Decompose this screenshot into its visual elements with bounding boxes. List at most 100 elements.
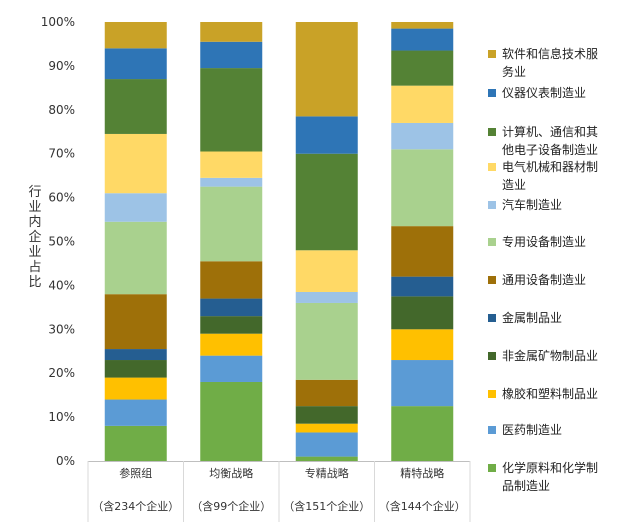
bar-segment	[391, 50, 454, 86]
bar-segment	[391, 406, 454, 461]
y-axis-label: 行业内企业占比	[28, 185, 41, 290]
legend-item: 专用设备制造业	[488, 234, 586, 249]
bar-segment	[295, 250, 358, 292]
legend-item: 金属制品业	[488, 310, 562, 325]
legend-label: 非金属矿物制品业	[502, 348, 598, 363]
bar-segment	[104, 399, 167, 426]
x-tick-sublabel: （含234个企业）	[92, 499, 179, 513]
bar-segment	[104, 193, 167, 222]
bar-segment	[200, 41, 263, 69]
bar-segment	[104, 221, 167, 295]
y-tick-label: 50%	[48, 235, 75, 249]
legend-swatch	[488, 163, 496, 171]
legend-label: 医药制造业	[502, 423, 562, 437]
bar-segment	[200, 186, 263, 262]
legend-label-line: 汽车制造业	[502, 197, 562, 212]
bar-segment	[104, 48, 167, 80]
legend-item: 通用设备制造业	[488, 273, 586, 287]
bar-segment	[200, 298, 263, 317]
legend-item: 化学原料和化学制品制造业	[488, 460, 598, 493]
bar-segment	[200, 261, 263, 299]
legend-label-line: 专用设备制造业	[502, 234, 586, 249]
legend-label-line: 通用设备制造业	[502, 273, 586, 287]
legend-label-line: 橡胶和塑料制品业	[502, 386, 598, 401]
bar-segment	[200, 355, 263, 382]
y-axis-ticks: 0% 10% 20% 30% 40% 50% 60% 70% 80% 90% 100%	[41, 15, 75, 468]
y-tick-label: 70%	[48, 147, 75, 161]
bar-segment	[104, 22, 167, 49]
bar-segment	[391, 85, 454, 123]
y-tick-label: 80%	[48, 103, 75, 117]
legend-label-line: 电气机械和器材制	[502, 159, 598, 174]
legend-item: 汽车制造业	[488, 197, 562, 212]
legend-swatch	[488, 352, 496, 360]
bar-stack	[391, 22, 454, 461]
legend-label: 仪器仪表制造业	[502, 86, 586, 100]
legend-item: 非金属矿物制品业	[488, 348, 598, 363]
legend-label: 化学原料和化学制品制造业	[502, 460, 598, 493]
bar-segment	[104, 133, 167, 194]
bar-segment	[391, 226, 454, 277]
legend-swatch	[488, 238, 496, 246]
bar-segment	[200, 22, 263, 42]
y-tick-label: 90%	[48, 59, 75, 73]
x-tick-label: 参照组	[119, 466, 152, 480]
x-axis: 参照组 （含234个企业） 均衡战略 （含99个企业） 专精战略 （含151个企业） 精特战…	[87, 461, 471, 522]
legend-swatch	[488, 128, 496, 136]
legend-swatch	[488, 89, 496, 97]
bar-segment	[391, 28, 454, 51]
bar-segment	[104, 425, 167, 461]
legend-label-line: 品制造业	[502, 479, 550, 493]
bar-segment	[295, 116, 358, 154]
bars	[104, 22, 454, 461]
x-tick-label: 精特战略	[400, 466, 444, 480]
y-tick-label: 20%	[48, 366, 75, 380]
legend-swatch	[488, 426, 496, 434]
bar-segment	[104, 377, 167, 400]
bar-segment	[200, 316, 263, 334]
x-tick-label: 均衡战略	[209, 466, 253, 480]
legend-swatch	[488, 314, 496, 322]
x-tick-sublabel: （含99个企业）	[191, 499, 271, 513]
bar-segment	[391, 122, 454, 150]
legend-label-line: 他电子设备制造业	[502, 143, 598, 157]
legend-label: 通用设备制造业	[502, 273, 586, 287]
legend-label-line: 造业	[502, 178, 526, 192]
bar-segment	[391, 296, 454, 330]
y-tick-label: 100%	[41, 15, 75, 29]
legend-label: 软件和信息技术服务业	[502, 46, 598, 79]
bar-segment	[295, 291, 358, 303]
bar-segment	[104, 360, 167, 378]
x-tick-sublabel: （含144个企业）	[379, 499, 466, 513]
legend-label: 计算机、通信和其他电子设备制造业	[502, 124, 598, 157]
bar-segment	[391, 329, 454, 361]
y-tick-label: 0%	[56, 454, 75, 468]
legend-label: 专用设备制造业	[502, 234, 586, 249]
bar-segment	[295, 406, 358, 424]
legend-swatch	[488, 201, 496, 209]
bar-segment	[295, 379, 358, 407]
legend-swatch	[488, 390, 496, 398]
legend-label-line: 医药制造业	[502, 423, 562, 437]
legend-item: 电气机械和器材制造业	[488, 159, 598, 192]
legend-label-line: 化学原料和化学制	[502, 460, 598, 475]
bar-segment	[391, 149, 454, 227]
legend: 软件和信息技术服务业仪器仪表制造业计算机、通信和其他电子设备制造业电气机械和器材…	[488, 46, 598, 493]
bar-segment	[391, 360, 454, 407]
bar-segment	[295, 423, 358, 433]
legend-label-line: 务业	[502, 64, 526, 79]
legend-swatch	[488, 464, 496, 472]
y-tick-label: 60%	[48, 191, 75, 205]
legend-label-line: 仪器仪表制造业	[502, 86, 586, 100]
legend-item: 计算机、通信和其他电子设备制造业	[488, 124, 598, 157]
bar-segment	[295, 22, 358, 117]
bar-segment	[295, 456, 358, 461]
bar-segment	[200, 381, 263, 461]
legend-label-line: 计算机、通信和其	[502, 124, 598, 139]
legend-label: 橡胶和塑料制品业	[502, 386, 598, 401]
y-tick-label: 40%	[48, 278, 75, 292]
bar-segment	[200, 68, 263, 152]
bar-segment	[391, 22, 454, 29]
